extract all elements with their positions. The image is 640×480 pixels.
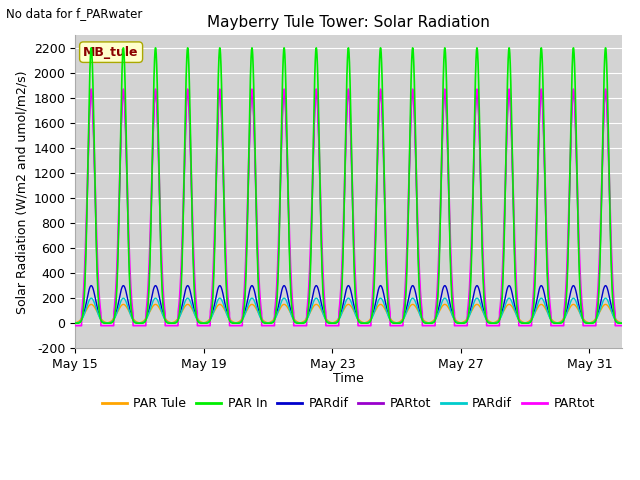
Y-axis label: Solar Radiation (W/m2 and umol/m2/s): Solar Radiation (W/m2 and umol/m2/s) <box>15 70 28 313</box>
Text: No data for f_PARwater: No data for f_PARwater <box>6 7 143 20</box>
Title: Mayberry Tule Tower: Solar Radiation: Mayberry Tule Tower: Solar Radiation <box>207 15 490 30</box>
Text: MB_tule: MB_tule <box>83 46 139 59</box>
X-axis label: Time: Time <box>333 372 364 385</box>
Legend: PAR Tule, PAR In, PARdif, PARtot, PARdif, PARtot: PAR Tule, PAR In, PARdif, PARtot, PARdif… <box>97 392 600 415</box>
